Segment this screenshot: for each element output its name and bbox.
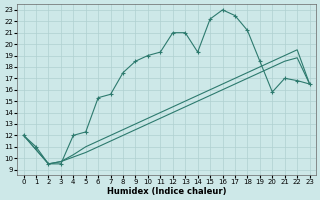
X-axis label: Humidex (Indice chaleur): Humidex (Indice chaleur) bbox=[107, 187, 226, 196]
